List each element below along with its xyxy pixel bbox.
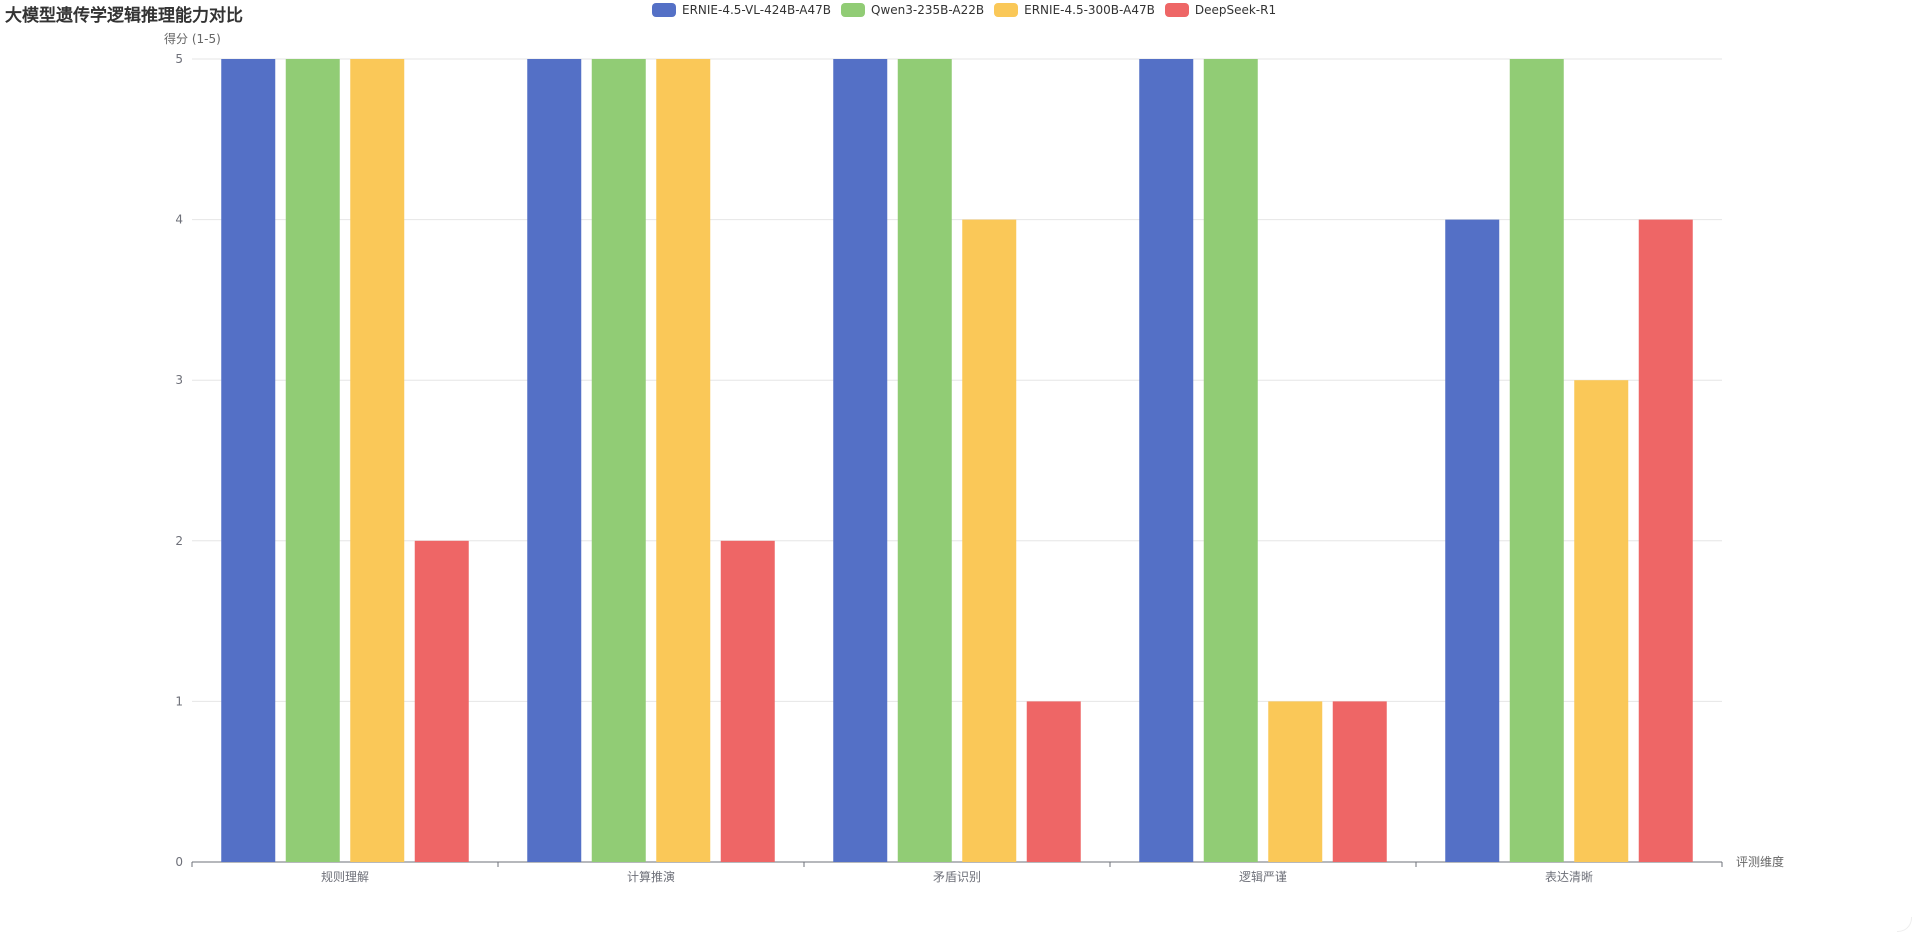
bar[interactable]	[962, 219, 1017, 863]
y-tick-label: 3	[175, 373, 183, 387]
y-tick-label: 2	[175, 534, 183, 548]
bar[interactable]	[1139, 59, 1194, 862]
bar[interactable]	[833, 59, 888, 862]
x-tick-label: 矛盾识别	[933, 870, 981, 884]
bar[interactable]	[350, 59, 405, 862]
legend-item-qwen3[interactable]: Qwen3-235B-A22B	[841, 3, 984, 17]
legend-item-deepseek[interactable]: DeepSeek-R1	[1164, 3, 1277, 17]
y-tick-label: 0	[175, 855, 183, 869]
bar[interactable]	[414, 540, 469, 862]
bar[interactable]	[1268, 701, 1323, 862]
x-tick-label: 表达清晰	[1545, 870, 1593, 884]
bar[interactable]	[897, 59, 952, 862]
x-tick-label: 逻辑严谨	[1239, 870, 1287, 884]
x-tick-label: 计算推演	[627, 869, 675, 884]
legend-swatch-icon	[652, 3, 676, 17]
y-tick-label: 1	[175, 694, 183, 708]
x-axis-title: 评测维度	[1736, 855, 1785, 869]
legend-swatch-icon	[1164, 3, 1189, 17]
chart-title: 大模型遗传学逻辑推理能力对比	[5, 6, 243, 26]
legend-label: Qwen3-235B-A22B	[871, 3, 985, 17]
bar[interactable]	[591, 59, 646, 862]
legend: ERNIE-4.5-VL-424B-A47B Qwen3-235B-A22B E…	[652, 3, 1286, 17]
y-tick-label: 4	[175, 213, 183, 227]
bar[interactable]	[1445, 219, 1500, 863]
y-tick-label: 5	[175, 52, 183, 66]
bar[interactable]	[1509, 59, 1564, 862]
bar[interactable]	[221, 59, 276, 862]
legend-label: DeepSeek-R1	[1194, 3, 1277, 17]
legend-swatch-icon	[994, 3, 1019, 17]
bar[interactable]	[1026, 701, 1081, 862]
legend-swatch-icon	[841, 3, 865, 17]
bar[interactable]	[1203, 59, 1258, 862]
bar[interactable]	[1332, 701, 1387, 862]
y-axis-title: 得分 (1-5)	[164, 32, 221, 46]
legend-item-ernie-300b[interactable]: ERNIE-4.5-300B-A47B	[994, 3, 1155, 17]
bar[interactable]	[1638, 219, 1693, 863]
legend-label: ERNIE-4.5-VL-424B-A47B	[682, 3, 831, 17]
bar[interactable]	[720, 540, 775, 862]
bar[interactable]	[527, 59, 582, 862]
x-tick-label: 规则理解	[321, 869, 369, 884]
bar[interactable]	[656, 59, 711, 862]
legend-label: ERNIE-4.5-300B-A47B	[1024, 3, 1155, 17]
legend-item-ernie-vl[interactable]: ERNIE-4.5-VL-424B-A47B	[652, 3, 831, 17]
bar[interactable]	[285, 59, 340, 862]
bar[interactable]	[1574, 380, 1629, 862]
